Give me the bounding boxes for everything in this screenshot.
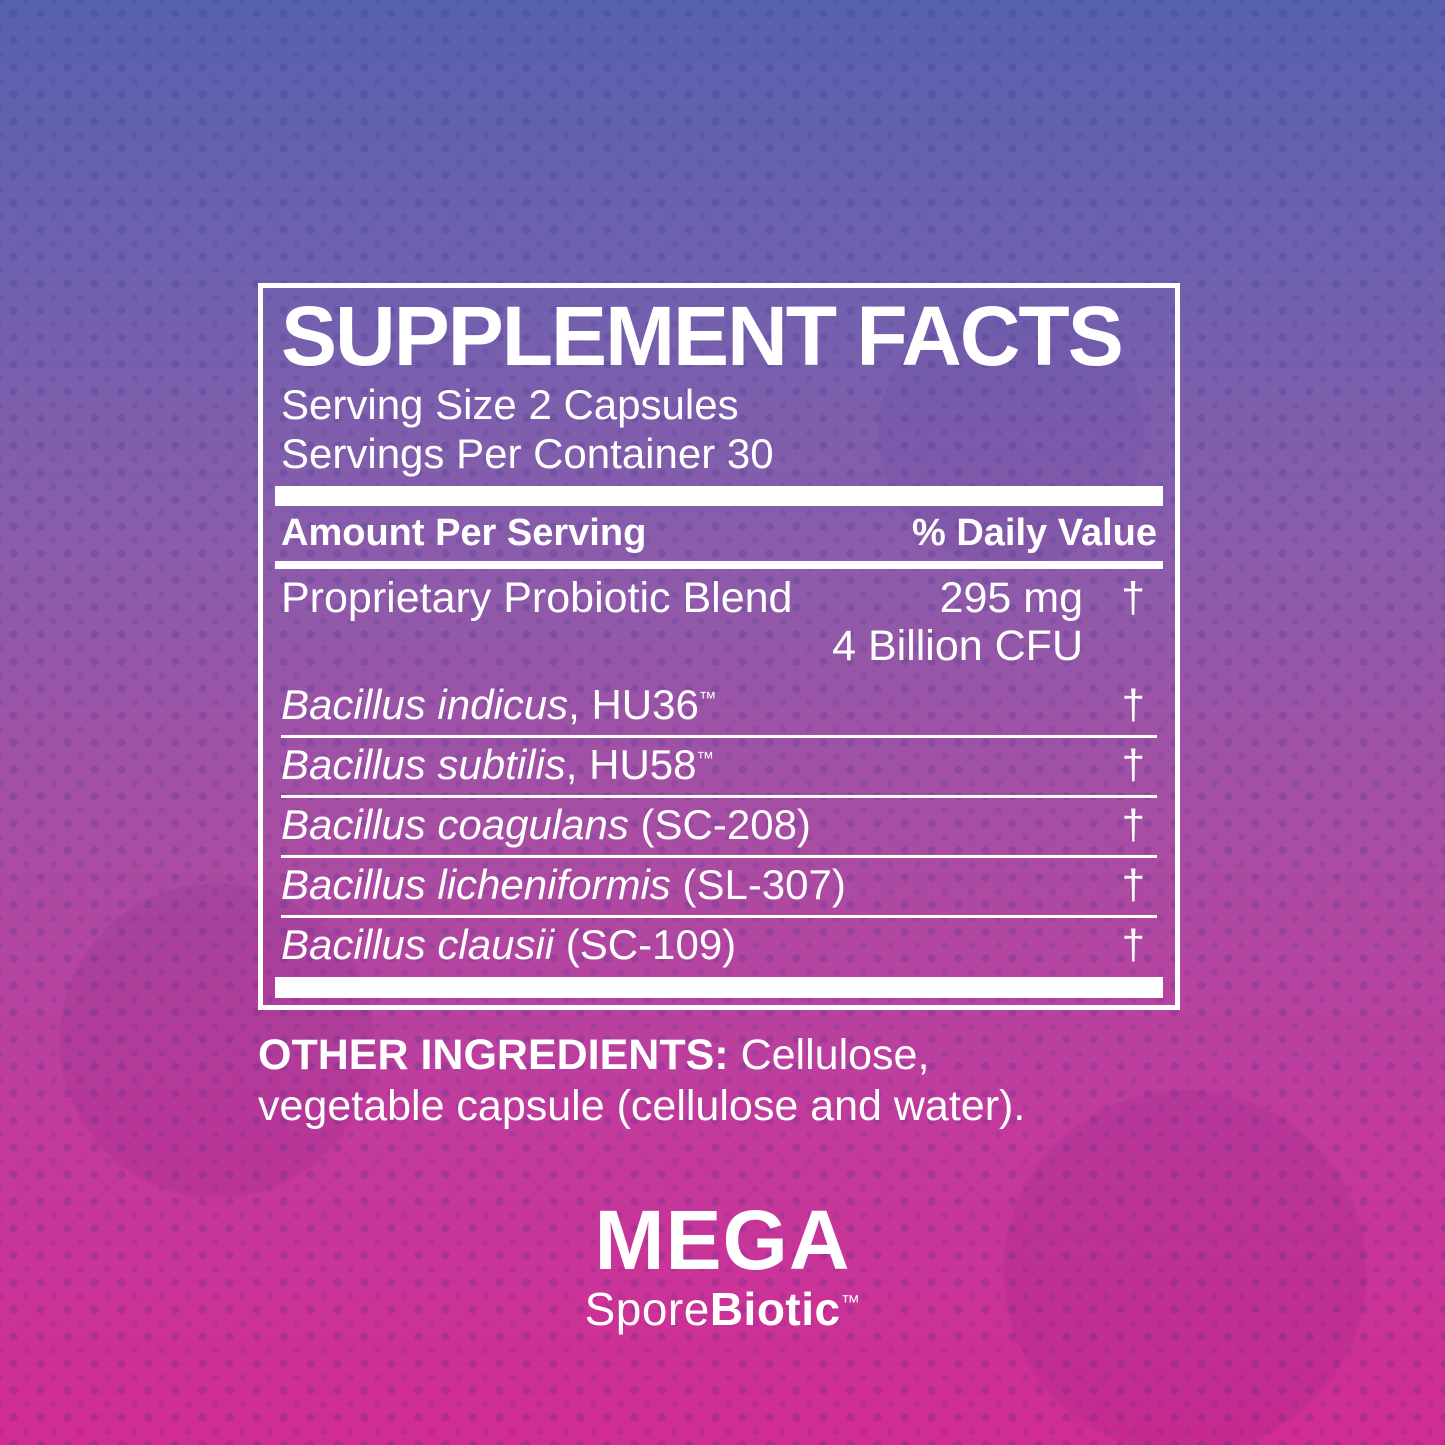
species-name: Bacillus subtilis [281,740,566,788]
species-name: Bacillus indicus [281,680,569,728]
strain-code: (SL-307) [670,860,846,908]
brand-name-mega: MEGA [594,1193,851,1287]
brand-biotic: Biotic [709,1283,841,1335]
trademark-symbol: ™ [696,747,715,768]
panel-title: SUPPLEMENT FACTS [281,289,1124,383]
blend-line-1: Proprietary Probiotic Blend 295 mg † [281,573,1157,622]
other-ingredients-line1: Cellulose, [728,1031,930,1079]
supplement-facts-panel: SUPPLEMENT FACTS Serving Size 2 Capsules… [258,283,1180,1010]
servings-per-container: Servings Per Container 30 [281,430,774,478]
divider-thick-top [275,485,1163,506]
table-row: Bacillus clausii (SC-109) † [281,914,1157,975]
row-proprietary-blend: Proprietary Probiotic Blend 295 mg † 4 B… [281,569,1157,678]
footnote: † Daily values not established. [281,998,1157,1010]
daily-value-dagger: † [1121,800,1145,848]
blend-line-2: 4 Billion CFU [281,623,1157,669]
daily-value-dagger: † [1121,573,1145,622]
table-row: Bacillus subtilis, HU58™ † [281,734,1157,795]
daily-value-dagger: † [1121,920,1145,968]
strain-code: , HU58 [565,740,697,788]
brand-logo: MEGA SporeBiotic™ [0,1198,1445,1332]
column-daily-value: % Daily Value [911,511,1157,554]
column-amount-per-serving: Amount Per Serving [281,511,647,554]
footnote-dagger: † [287,1005,313,1010]
blend-name: Proprietary Probiotic Blend [281,573,793,622]
other-ingredients: OTHER INGREDIENTS: Cellulose, vegetable c… [258,1030,1218,1131]
ingredient-name: Bacillus indicus, HU36™ [281,680,1083,728]
ingredient-name: Bacillus licheniformis (SL-307) [281,860,1083,908]
strain-code: (SC-208) [628,800,811,848]
table-row: Bacillus licheniformis (SL-307) † [281,854,1157,915]
divider-header [275,560,1163,569]
brand-name-sporebiotic: SporeBiotic™ [0,1286,1445,1332]
daily-value-dagger: † [1121,740,1145,788]
strain-code: (SC-109) [554,920,737,968]
daily-value-dagger: † [1121,860,1145,908]
ingredient-name: Bacillus clausii (SC-109) [281,920,1083,968]
other-ingredients-line2: vegetable capsule (cellulose and water). [258,1081,1026,1130]
table-row: Bacillus coagulans (SC-208) † [281,794,1157,855]
table-row: Bacillus indicus, HU36™ † [281,678,1157,735]
serving-size: Serving Size 2 Capsules [281,381,739,428]
table-header-row: Amount Per Serving % Daily Value [281,506,1157,561]
strain-code: , HU36 [568,680,699,728]
trademark-symbol: ™ [840,1292,861,1314]
trademark-symbol: ™ [698,687,717,708]
ingredient-name: Bacillus subtilis, HU58™ [281,740,1083,788]
species-name: Bacillus licheniformis [281,860,671,908]
blend-cfu: 4 Billion CFU [832,622,1083,671]
blend-amount: 295 mg [939,573,1083,622]
daily-value-dagger: † [1121,680,1145,728]
other-ingredients-label: OTHER INGREDIENTS: [258,1031,729,1079]
divider-thick-bottom [275,977,1163,999]
species-name: Bacillus clausii [281,920,555,968]
brand-spore: Spore [584,1283,710,1335]
species-name: Bacillus coagulans [281,800,629,848]
ingredient-name: Bacillus coagulans (SC-208) [281,800,1083,848]
